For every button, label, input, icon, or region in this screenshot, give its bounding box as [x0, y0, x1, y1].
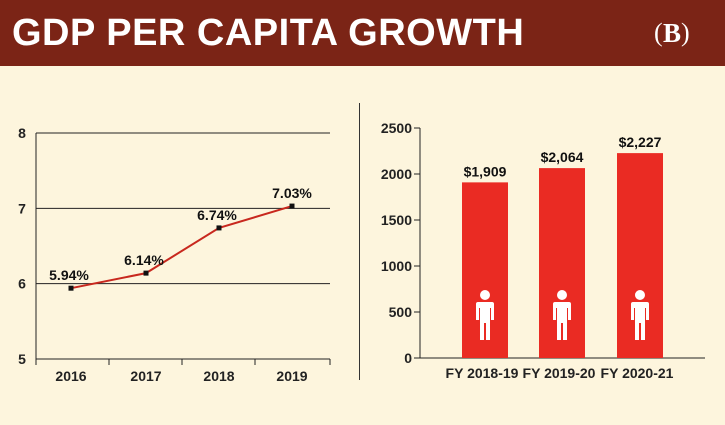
line-data-label: 5.94%: [49, 267, 89, 283]
bar-y-tick-label: 0: [404, 350, 412, 366]
person-head: [557, 290, 567, 300]
line-data-point: [143, 270, 149, 276]
header-banner: GDP PER CAPITA GROWTH ( B ): [0, 0, 725, 66]
svg-text:(: (: [654, 18, 663, 47]
person-body: [631, 302, 649, 340]
person-body: [553, 302, 571, 340]
svg-text:): ): [681, 18, 690, 47]
chart-title: GDP PER CAPITA GROWTH: [12, 12, 525, 54]
bar-data-label: $1,909: [464, 163, 507, 179]
line-data-point: [289, 203, 295, 209]
bar-x-tick-label: FY 2020-21: [601, 365, 674, 381]
bar-data-label: $2,064: [541, 149, 584, 165]
bar-3: [617, 153, 663, 358]
line-data-label: 6.14%: [124, 252, 164, 268]
person-icon: [631, 290, 649, 340]
person-body: [476, 302, 494, 340]
person-icon: [553, 290, 571, 340]
line-y-tick-label: 5: [18, 351, 26, 367]
bar-data-label: $2,227: [619, 134, 662, 150]
line-x-tick-label: 2019: [276, 368, 307, 384]
charts-area: 5 6 7 8 5.94% 6.14% 6.74% 7.03% 2016 2017 2018 2019…: [18, 120, 705, 384]
line-x-tick-label: 2018: [203, 368, 234, 384]
line-data-point: [68, 285, 74, 291]
bar-y-tick-label: 500: [389, 304, 413, 320]
svg-text:B: B: [663, 18, 681, 48]
person-head: [635, 290, 645, 300]
line-data-point: [216, 225, 222, 231]
person-icon: [476, 290, 494, 340]
bar-y-tick-label: 2500: [381, 120, 412, 136]
bar-y-tick-label: 2000: [381, 166, 412, 182]
bar-1: [462, 182, 508, 358]
bar-2: [539, 168, 585, 358]
line-x-tick-label: 2016: [55, 368, 86, 384]
panel-divider: [359, 103, 360, 380]
line-y-tick-label: 6: [18, 276, 26, 292]
person-head: [480, 290, 490, 300]
line-y-tick-label: 8: [18, 125, 26, 141]
bar-y-tick-label: 1500: [381, 212, 412, 228]
line-series-path: [70, 205, 293, 290]
bar-x-tick-label: FY 2019-20: [523, 365, 596, 381]
bar-x-tick-label: FY 2018-19: [446, 365, 519, 381]
bar-y-tick-label: 1000: [381, 258, 412, 274]
logo-icon: ( B ): [654, 18, 690, 48]
line-x-tick-label: 2017: [130, 368, 161, 384]
line-data-label: 6.74%: [197, 207, 237, 223]
line-data-label: 7.03%: [272, 185, 312, 201]
line-y-tick-label: 7: [18, 200, 26, 216]
